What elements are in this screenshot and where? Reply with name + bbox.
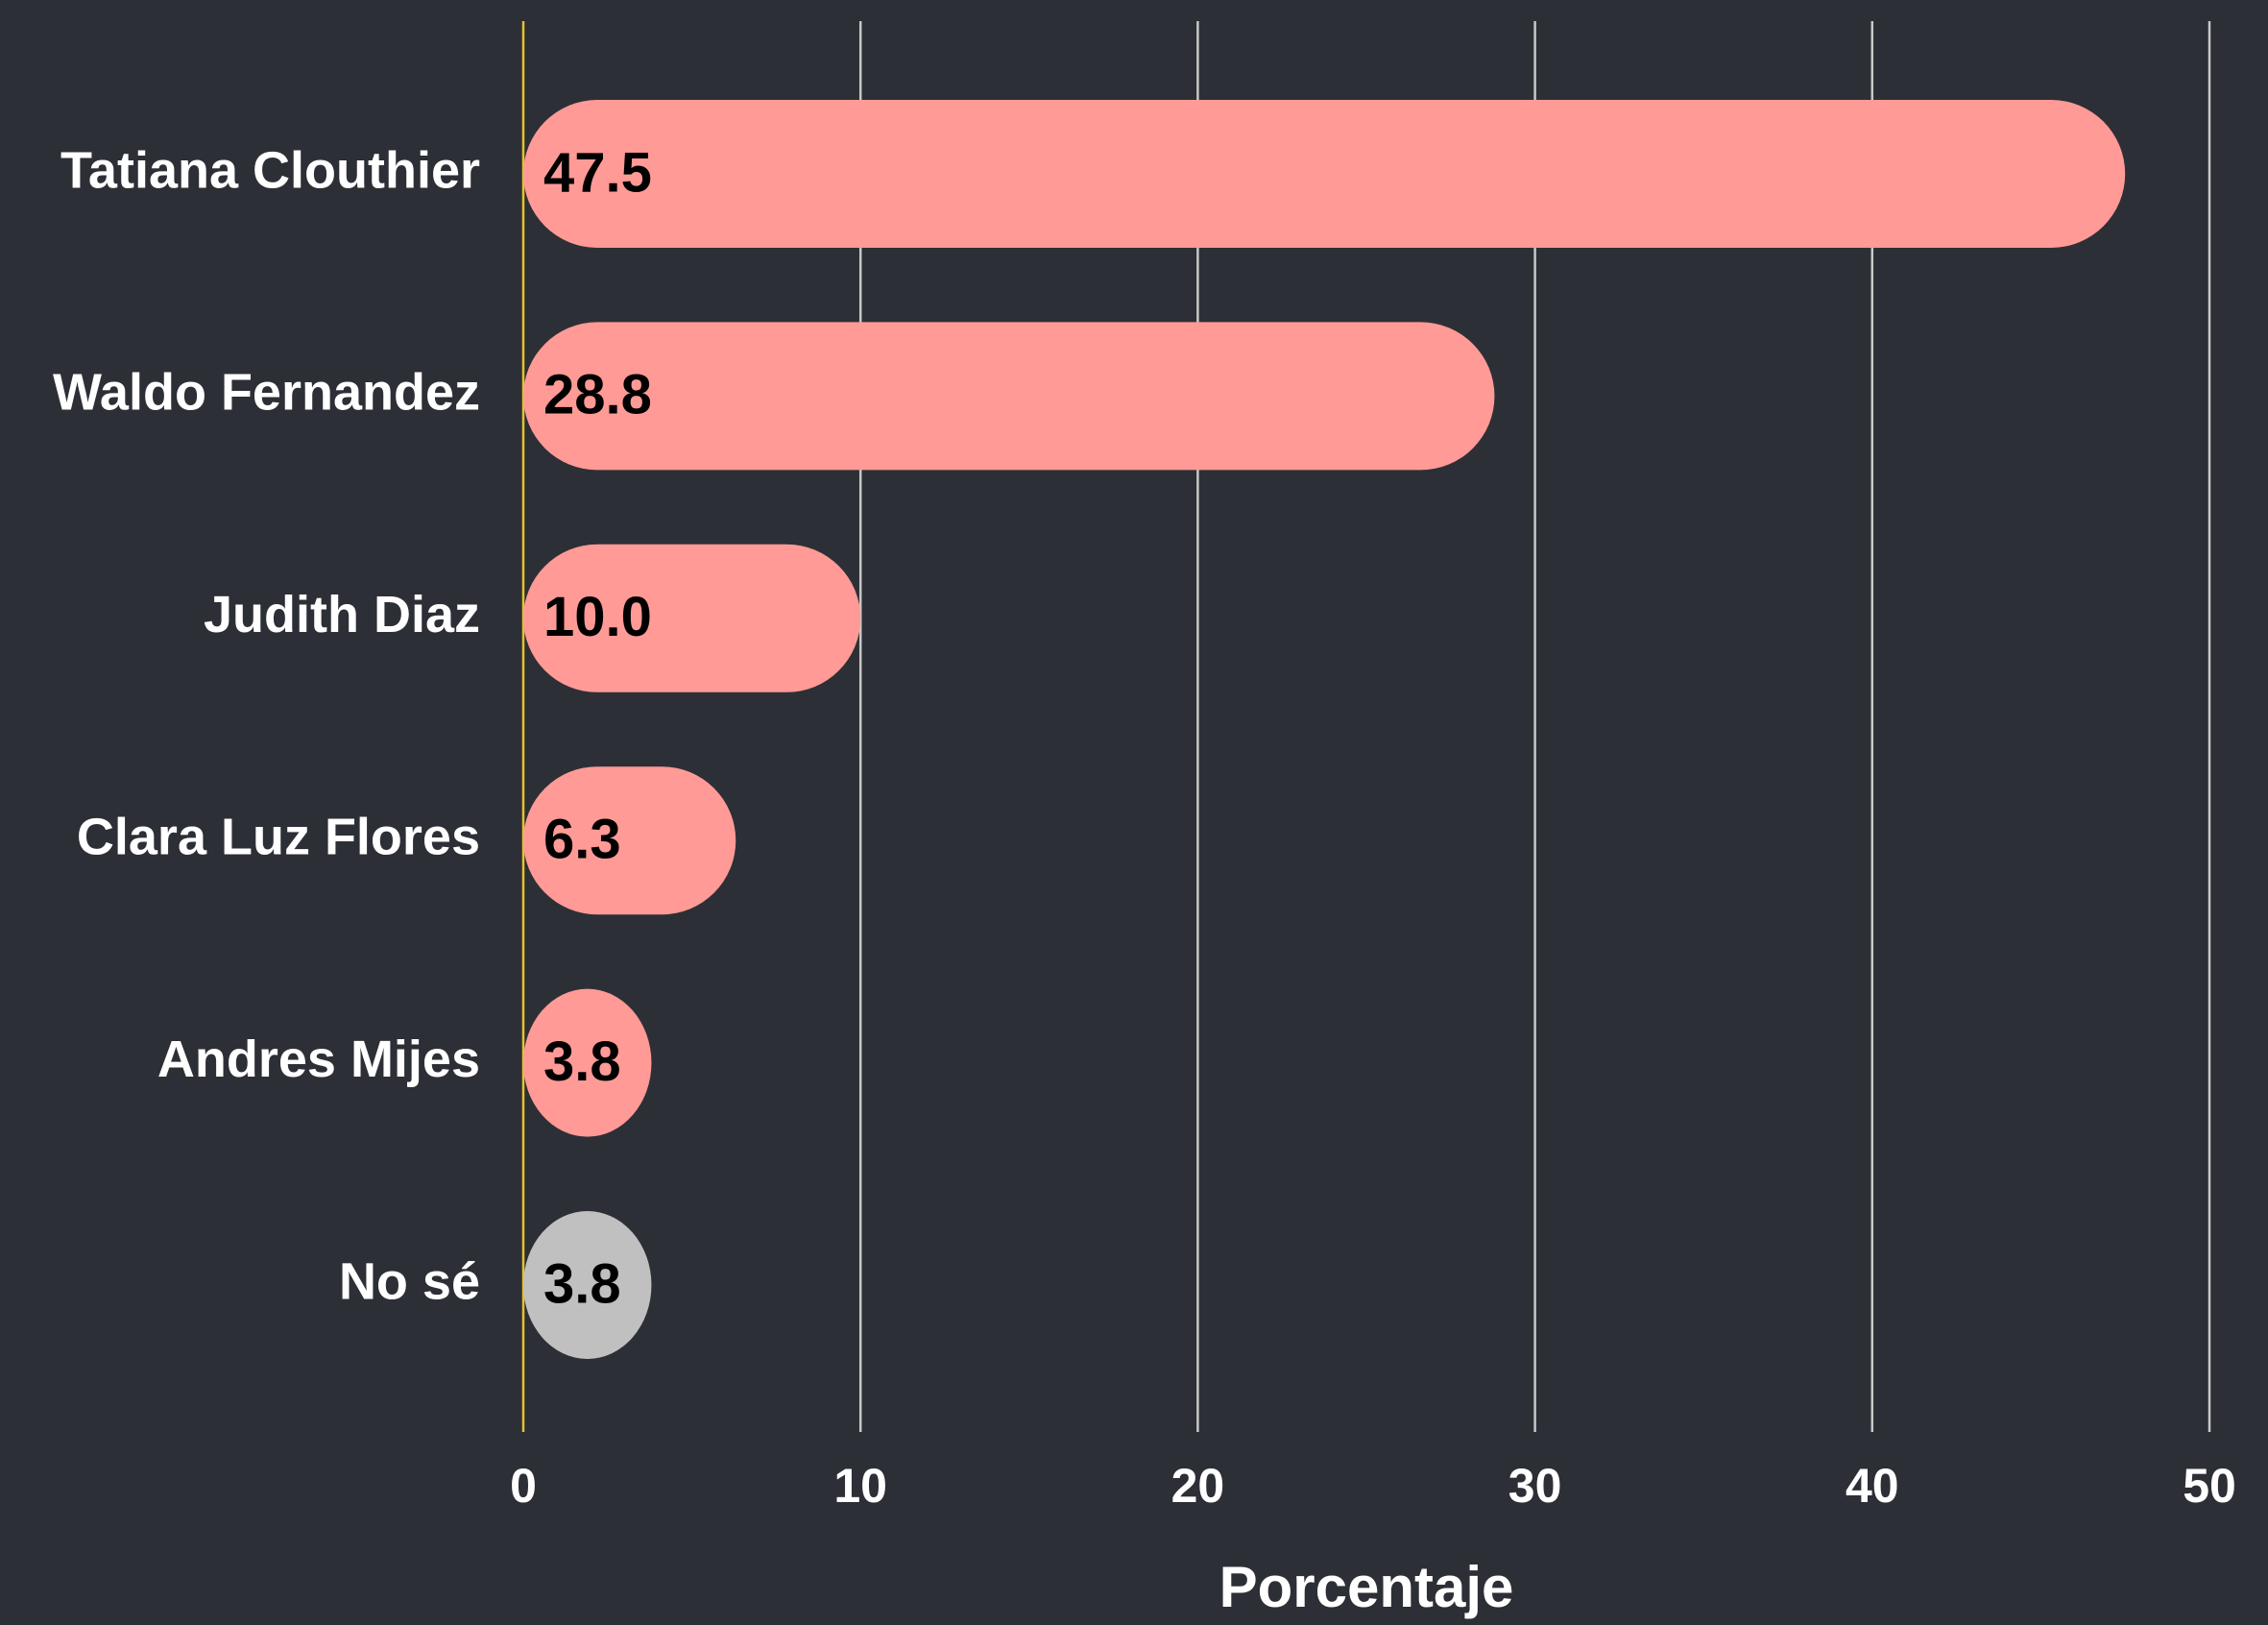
value-label: 28.8	[543, 364, 652, 426]
category-label: Judith Diaz	[204, 586, 480, 643]
category-label: Waldo Fernandez	[53, 364, 480, 422]
category-label: Andres Mijes	[157, 1031, 480, 1088]
value-label: 47.5	[543, 141, 652, 204]
x-axis-title: Porcentaje	[1219, 1555, 1514, 1619]
x-tick-label: 30	[1508, 1459, 1562, 1513]
value-label: 3.8	[543, 1252, 621, 1315]
x-tick-label: 20	[1171, 1459, 1225, 1513]
bar	[523, 100, 2126, 248]
x-tick-label: 10	[833, 1459, 887, 1513]
value-label: 10.0	[543, 586, 652, 648]
bar	[523, 988, 652, 1137]
category-label: No sé	[339, 1252, 480, 1310]
x-tick-label: 40	[1846, 1459, 1899, 1513]
bar	[523, 544, 861, 692]
bar	[523, 1211, 652, 1359]
bar	[523, 766, 736, 915]
x-tick-label: 0	[510, 1459, 537, 1513]
value-label: 6.3	[543, 809, 621, 871]
value-label: 3.8	[543, 1031, 621, 1093]
bar	[523, 322, 1495, 471]
category-label: Clara Luz Flores	[77, 808, 480, 865]
category-label: Tatiana Clouthier	[60, 141, 480, 199]
x-tick-label: 50	[2183, 1459, 2236, 1513]
